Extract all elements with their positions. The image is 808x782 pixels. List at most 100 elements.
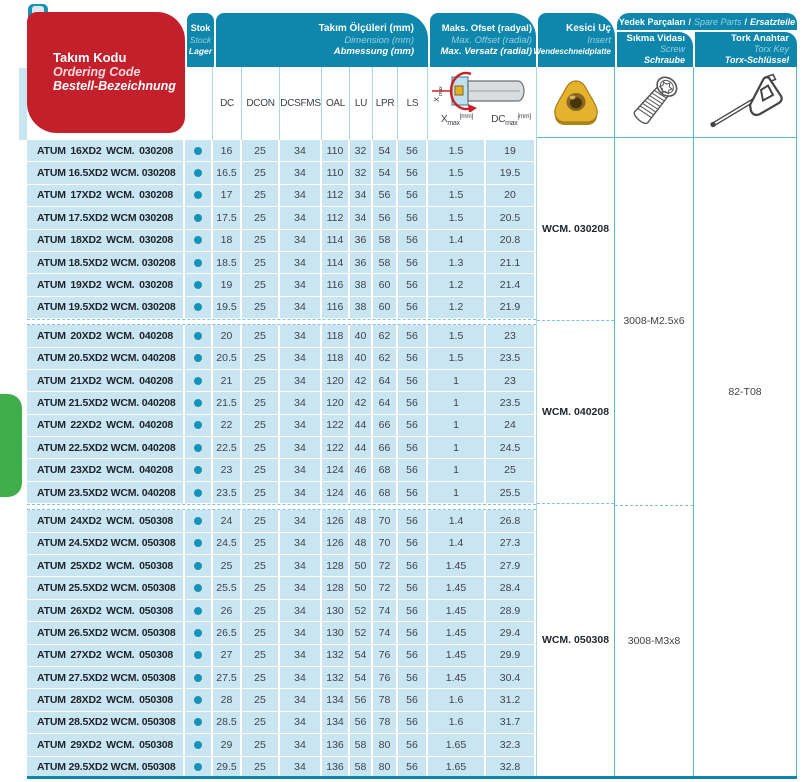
dcmax-value: 27.3 bbox=[486, 532, 536, 556]
table-row: ATUM 28XD2 WCM. 050308 28 25 34 134 56 7… bbox=[27, 689, 536, 712]
separator: / bbox=[744, 16, 748, 27]
dc-value: 16 bbox=[213, 140, 242, 163]
column-header-lu: LU bbox=[350, 67, 373, 140]
oal-value: 130 bbox=[322, 622, 350, 645]
xmax-value: 1.45 bbox=[428, 577, 486, 600]
lpr-value: 76 bbox=[373, 666, 398, 690]
dcmax-value: 21.9 bbox=[486, 296, 536, 320]
dc-value: 17 bbox=[213, 184, 242, 208]
stock-cell bbox=[185, 296, 213, 320]
ordering-code-header: Takım Kodu Ordering Code Bestell-Bezeich… bbox=[27, 12, 185, 133]
stock-cell bbox=[185, 392, 213, 415]
dcmax-value: 25.5 bbox=[486, 481, 536, 505]
oal-value: 114 bbox=[322, 229, 350, 252]
row-group-040208: ATUM 20XD2 WCM. 040208 20 25 34 118 40 6… bbox=[27, 325, 536, 505]
stock-dot bbox=[194, 146, 202, 155]
oal-value: 116 bbox=[322, 296, 350, 320]
table-row: ATUM 29XD2 WCM. 050308 29 25 34 136 58 8… bbox=[27, 734, 536, 757]
dc-value: 22 bbox=[213, 414, 242, 438]
stock-cell bbox=[185, 481, 213, 505]
insert-column: WCM. 030208 WCM. 040208 WCM. 050308 bbox=[536, 67, 615, 776]
product-code: ATUM 20XD2 WCM. 040208 bbox=[37, 329, 173, 342]
lu-value: 52 bbox=[350, 599, 373, 623]
dcsfms-value: 34 bbox=[280, 296, 322, 320]
product-code: ATUM 20.5XD2 WCM. 040208 bbox=[37, 352, 176, 365]
product-code-cell: ATUM 27XD2 WCM. 050308 bbox=[27, 644, 185, 667]
dc-value: 28.5 bbox=[213, 711, 242, 735]
torx-key-icon bbox=[710, 73, 783, 128]
xmax-value: 1.45 bbox=[428, 666, 486, 690]
product-code: ATUM 28XD2 WCM. 050308 bbox=[37, 694, 173, 707]
oal-value: 122 bbox=[322, 414, 350, 438]
product-code: ATUM 26.5XD2 WCM. 050308 bbox=[37, 626, 176, 639]
table-row: ATUM 28.5XD2 WCM. 050308 28.5 25 34 134 … bbox=[27, 711, 536, 735]
dcon-value: 25 bbox=[242, 577, 280, 600]
ls-value: 56 bbox=[398, 251, 428, 275]
oal-value: 130 bbox=[322, 599, 350, 623]
stock-dot bbox=[194, 651, 202, 660]
ls-value: 56 bbox=[398, 666, 428, 690]
oal-value: 122 bbox=[322, 437, 350, 460]
lpr-value: 66 bbox=[373, 414, 398, 438]
table-row: ATUM 16XD2 WCM. 030208 16 25 34 110 32 5… bbox=[27, 140, 536, 163]
dc-value: 25.5 bbox=[213, 577, 242, 600]
dc-value: 17.5 bbox=[213, 207, 242, 230]
xmax-value: 1.65 bbox=[428, 734, 486, 757]
column-header-dcon: DCON bbox=[242, 67, 280, 140]
dcmax-value: 23 bbox=[486, 325, 536, 348]
stock-dot bbox=[194, 421, 202, 430]
screw-column: 3008-M2.5x6 3008-M3x8 bbox=[615, 67, 694, 776]
product-code-cell: ATUM 25.5XD2 WCM. 050308 bbox=[27, 577, 185, 600]
dcon-value: 25 bbox=[242, 622, 280, 645]
lpr-value: 70 bbox=[373, 532, 398, 556]
product-code-cell: ATUM 29XD2 WCM. 050308 bbox=[27, 734, 185, 757]
dcmax-value: 19.5 bbox=[486, 162, 536, 185]
insert-group-2: WCM. 040208 bbox=[537, 321, 614, 504]
lu-value: 36 bbox=[350, 251, 373, 275]
dcmax-value: 20 bbox=[486, 184, 536, 208]
dcmax-value: 28.9 bbox=[486, 599, 536, 623]
dc-value: 28 bbox=[213, 689, 242, 712]
dcon-value: 25 bbox=[242, 532, 280, 556]
screw-tr: Sıkma Vidası bbox=[626, 32, 685, 44]
xmax-value: 1.2 bbox=[428, 296, 486, 320]
dcsfms-value: 34 bbox=[280, 369, 322, 393]
torx-tr: Tork Anahtar bbox=[730, 32, 789, 44]
oal-value: 124 bbox=[322, 481, 350, 505]
xmax-value: 1.45 bbox=[428, 599, 486, 623]
dcon-value: 25 bbox=[242, 325, 280, 348]
ls-value: 56 bbox=[398, 459, 428, 482]
product-code-cell: ATUM 16XD2 WCM. 030208 bbox=[27, 140, 185, 163]
ls-value: 56 bbox=[398, 555, 428, 578]
lpr-value: 68 bbox=[373, 481, 398, 505]
lu-value: 34 bbox=[350, 184, 373, 208]
lu-value: 34 bbox=[350, 207, 373, 230]
xmax-value: 1.2 bbox=[428, 274, 486, 297]
xmax-value: 1 bbox=[428, 481, 486, 505]
subheader-stock-cell bbox=[185, 67, 213, 140]
stock-cell bbox=[185, 229, 213, 252]
lpr-value: 78 bbox=[373, 711, 398, 735]
dc-value: 18 bbox=[213, 229, 242, 252]
dcon-value: 25 bbox=[242, 689, 280, 712]
dcon-value: 25 bbox=[242, 274, 280, 297]
product-code: ATUM 25XD2 WCM. 050308 bbox=[37, 559, 173, 572]
ordering-code-en: Ordering Code bbox=[53, 65, 141, 79]
lpr-value: 60 bbox=[373, 296, 398, 320]
screw-de: Schraube bbox=[643, 55, 685, 65]
ls-value: 56 bbox=[398, 296, 428, 320]
table-row: ATUM 17.5XD2 WCM 030208 17.5 25 34 112 3… bbox=[27, 207, 536, 230]
stock-cell bbox=[185, 140, 213, 163]
oal-value: 132 bbox=[322, 666, 350, 690]
product-code-cell: ATUM 21XD2 WCM. 040208 bbox=[27, 369, 185, 393]
lpr-value: 60 bbox=[373, 274, 398, 297]
column-header-oal: OAL bbox=[322, 67, 350, 140]
dcmax-value: 31.2 bbox=[486, 689, 536, 712]
stock-dot bbox=[194, 213, 202, 222]
dcsfms-value: 34 bbox=[280, 577, 322, 600]
dcsfms-value: 34 bbox=[280, 532, 322, 556]
stock-dot bbox=[194, 354, 202, 363]
oal-value: 134 bbox=[322, 711, 350, 735]
xmax-value: 1.5 bbox=[428, 184, 486, 208]
